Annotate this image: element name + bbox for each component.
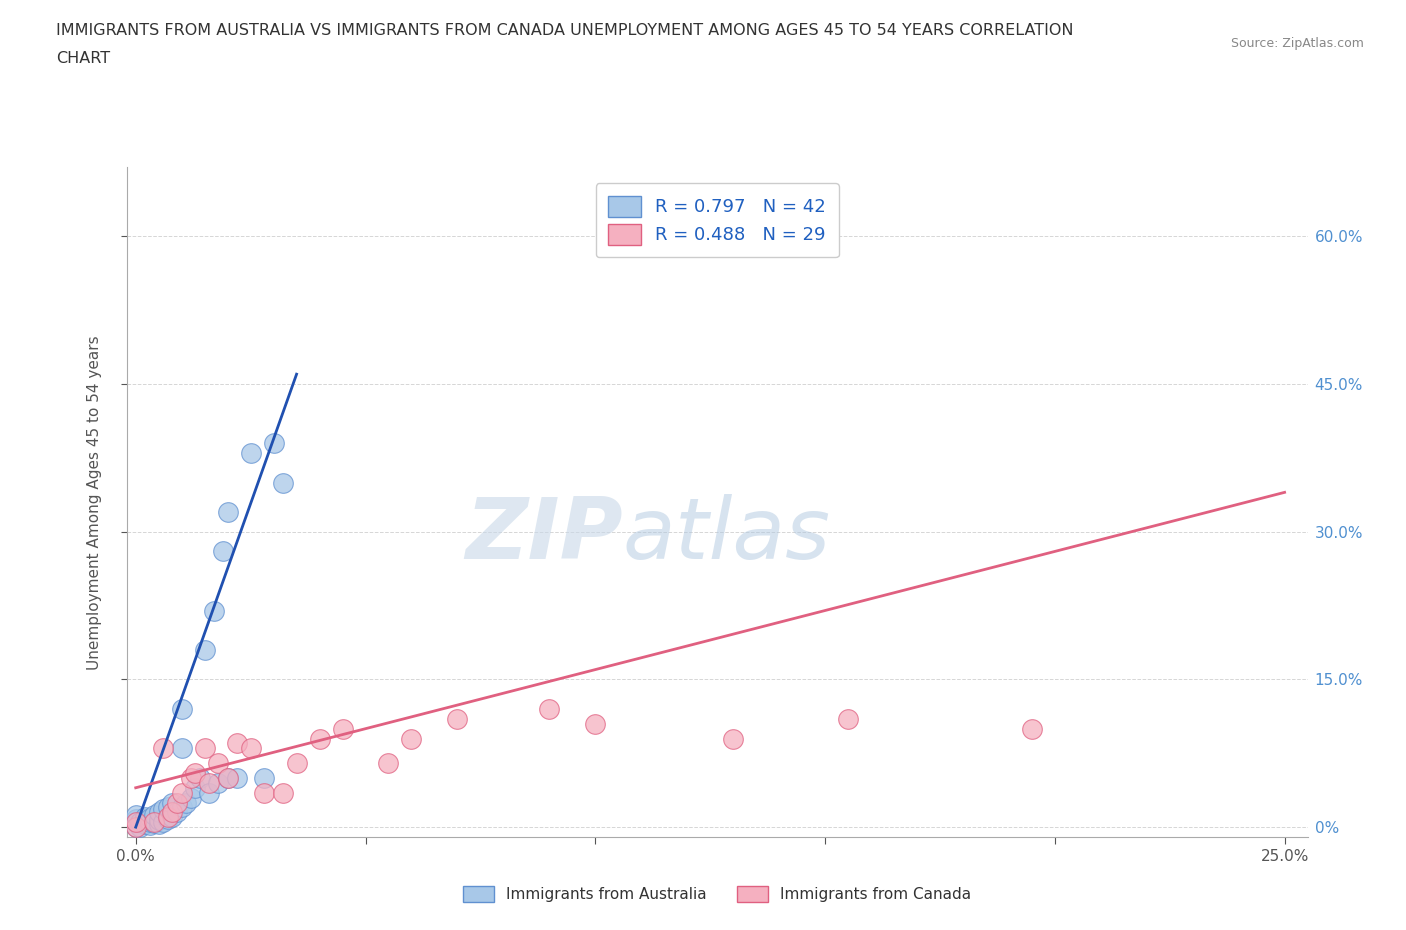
Point <box>184 765 207 780</box>
Point <box>143 816 166 830</box>
Point <box>180 770 202 785</box>
Point <box>332 722 354 737</box>
Point <box>162 810 184 825</box>
Point <box>184 780 207 795</box>
Point <box>138 811 160 826</box>
Point <box>125 819 148 834</box>
Point <box>156 800 179 815</box>
Text: CHART: CHART <box>56 51 110 66</box>
Point <box>138 817 160 832</box>
Point <box>129 815 152 830</box>
Text: atlas: atlas <box>623 494 831 578</box>
Point <box>583 716 606 731</box>
Point <box>152 815 174 830</box>
Point <box>217 770 239 785</box>
Point <box>170 785 193 800</box>
Point <box>194 741 217 756</box>
Point <box>170 800 193 815</box>
Text: IMMIGRANTS FROM AUSTRALIA VS IMMIGRANTS FROM CANADA UNEMPLOYMENT AMONG AGES 45 T: IMMIGRANTS FROM AUSTRALIA VS IMMIGRANTS … <box>56 23 1074 38</box>
Point <box>174 795 197 810</box>
Point <box>198 776 221 790</box>
Point <box>217 770 239 785</box>
Point <box>180 790 202 805</box>
Point <box>225 770 247 785</box>
Point <box>156 812 179 827</box>
Point <box>198 785 221 800</box>
Point <box>225 736 247 751</box>
Point <box>239 741 262 756</box>
Point <box>285 756 308 771</box>
Point <box>253 770 276 785</box>
Point <box>156 810 179 825</box>
Point <box>401 731 423 746</box>
Point <box>125 808 148 823</box>
Point <box>162 795 184 810</box>
Point <box>166 805 188 820</box>
Point <box>143 815 166 830</box>
Point <box>138 815 160 830</box>
Point <box>166 795 188 810</box>
Point <box>271 785 294 800</box>
Point <box>194 643 217 658</box>
Point <box>152 741 174 756</box>
Point <box>239 445 262 460</box>
Y-axis label: Unemployment Among Ages 45 to 54 years: Unemployment Among Ages 45 to 54 years <box>87 335 103 670</box>
Point <box>148 805 170 820</box>
Point <box>134 817 156 831</box>
Point <box>125 815 148 830</box>
Point <box>446 711 468 726</box>
Point <box>162 805 184 820</box>
Point <box>1021 722 1043 737</box>
Point <box>125 819 148 834</box>
Legend: Immigrants from Australia, Immigrants from Canada: Immigrants from Australia, Immigrants fr… <box>456 879 979 910</box>
Point <box>125 812 148 827</box>
Point <box>271 475 294 490</box>
Point <box>212 544 235 559</box>
Point <box>217 505 239 520</box>
Point <box>308 731 330 746</box>
Point <box>148 813 170 828</box>
Point <box>125 815 148 830</box>
Point <box>134 810 156 825</box>
Point <box>143 808 166 823</box>
Point <box>837 711 859 726</box>
Text: ZIP: ZIP <box>465 494 623 578</box>
Point <box>152 802 174 817</box>
Text: Source: ZipAtlas.com: Source: ZipAtlas.com <box>1230 37 1364 50</box>
Point <box>721 731 744 746</box>
Point <box>207 756 229 771</box>
Point <box>253 785 276 800</box>
Point <box>263 435 285 450</box>
Point <box>202 603 225 618</box>
Point <box>188 770 211 785</box>
Point <box>170 701 193 716</box>
Point <box>377 756 399 771</box>
Point <box>207 776 229 790</box>
Point <box>538 701 561 716</box>
Point <box>148 817 170 831</box>
Point <box>170 741 193 756</box>
Point <box>129 819 152 834</box>
